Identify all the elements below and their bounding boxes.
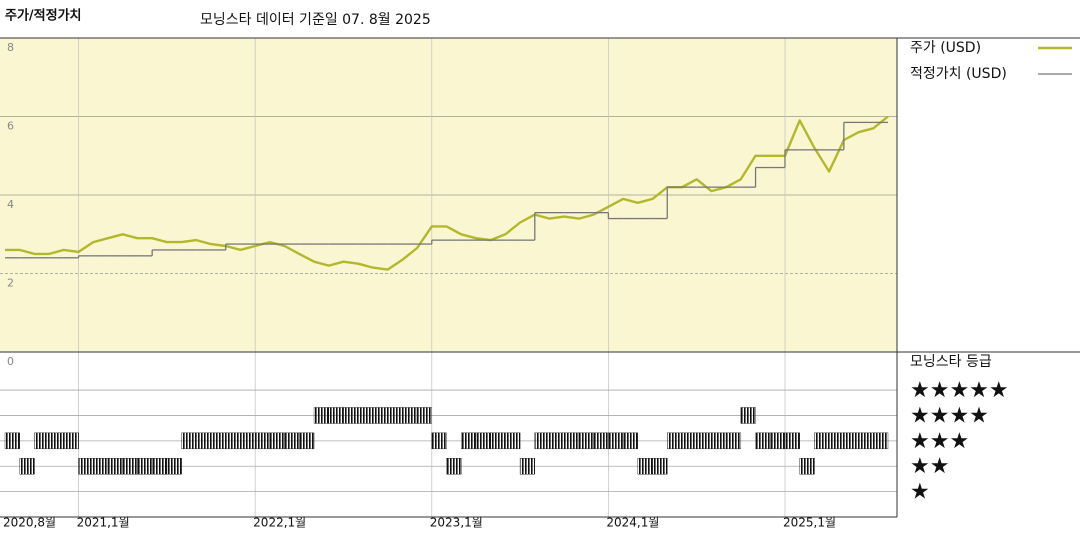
legend-label: 적정가치 (USD) xyxy=(910,66,1007,82)
y-tick-label: 8 xyxy=(7,41,14,54)
rating-bar xyxy=(313,407,329,424)
rating-bar xyxy=(637,458,653,475)
rating-bar xyxy=(755,432,771,450)
rating-bar xyxy=(402,407,418,424)
rating-bar xyxy=(858,432,874,450)
rating-bar xyxy=(490,432,506,450)
x-tick-label: 2024,1월 xyxy=(606,516,659,530)
rating-bar xyxy=(107,458,123,475)
rating-label: ★ xyxy=(910,480,930,505)
rating-bar xyxy=(696,432,712,450)
rating-bar xyxy=(225,432,241,450)
rating-bar xyxy=(814,432,830,450)
rating-bar xyxy=(519,458,535,475)
x-tick-label: 2023,1월 xyxy=(430,516,483,530)
rating-bar xyxy=(446,458,462,475)
rating-label: ★★★ xyxy=(910,429,969,454)
rating-bar xyxy=(151,458,168,475)
y-tick-label: 4 xyxy=(7,198,14,211)
rating-title: 모닝스타 등급 xyxy=(910,354,992,370)
rating-bar xyxy=(828,432,845,450)
rating-bar xyxy=(269,432,285,450)
rating-bar xyxy=(284,432,300,450)
rating-bar xyxy=(48,432,65,450)
rating-bar xyxy=(593,432,609,450)
rating-bar xyxy=(431,432,447,450)
x-tick-label: 2021,1월 xyxy=(77,516,130,530)
rating-bar xyxy=(578,432,594,450)
subtitle: 모닝스타 데이터 기준일 07. 8월 2025 xyxy=(200,12,431,28)
rating-bar xyxy=(652,458,668,475)
y-tick-label: 2 xyxy=(7,277,14,290)
rating-bar xyxy=(210,432,226,450)
rating-bar xyxy=(534,432,550,450)
rating-bar xyxy=(93,458,109,475)
rating-bar xyxy=(4,432,20,450)
rating-bar xyxy=(122,458,138,475)
rating-bar xyxy=(358,407,374,424)
rating-bar xyxy=(843,432,859,450)
rating-bar xyxy=(63,432,79,450)
rating-bar xyxy=(475,432,491,450)
rating-bar xyxy=(549,432,565,450)
rating-label: ★★★★★ xyxy=(910,378,1009,403)
rating-bar xyxy=(240,432,256,450)
rating-bar xyxy=(328,407,344,424)
rating-bar xyxy=(254,432,271,450)
rating-bar xyxy=(343,407,359,424)
rating-bar xyxy=(34,432,50,450)
rating-bar xyxy=(873,432,889,450)
rating-background xyxy=(0,352,897,517)
rating-bar xyxy=(78,458,94,475)
rating-bar xyxy=(137,458,153,475)
legend-label: 주가 (USD) xyxy=(910,40,981,56)
rating-bar xyxy=(667,432,683,450)
x-tick-label: 2022,1월 xyxy=(253,516,306,530)
rating-bar xyxy=(196,432,212,450)
price-line xyxy=(5,115,889,271)
rating-label: ★★ xyxy=(910,454,949,479)
rating-bar xyxy=(372,407,388,424)
rating-bar xyxy=(19,458,35,475)
title: 주가/적정가치 xyxy=(5,8,82,24)
rating-bar xyxy=(166,458,182,475)
rating-bar xyxy=(681,432,697,450)
rating-bar xyxy=(799,458,815,475)
rating-bar xyxy=(622,432,639,450)
y-tick-label: 6 xyxy=(7,120,14,133)
rating-bar xyxy=(725,432,742,450)
rating-bar xyxy=(770,432,786,450)
rating-bar xyxy=(181,432,197,450)
rating-bar xyxy=(564,432,580,450)
rating-bar xyxy=(740,407,756,424)
x-tick-label: 2020,8월 xyxy=(3,516,56,530)
rating-bar xyxy=(505,432,521,450)
rating-bar xyxy=(416,407,432,424)
rating-bar xyxy=(461,432,477,450)
rating-bar xyxy=(711,432,727,450)
x-tick-label: 2025,1월 xyxy=(783,516,836,530)
rating-bar xyxy=(387,407,403,424)
rating-label: ★★★★ xyxy=(910,403,989,428)
rating-bar xyxy=(299,432,315,450)
rating-bar xyxy=(608,432,624,450)
rating-bar xyxy=(784,432,800,450)
y-tick-label: 0 xyxy=(7,355,14,368)
